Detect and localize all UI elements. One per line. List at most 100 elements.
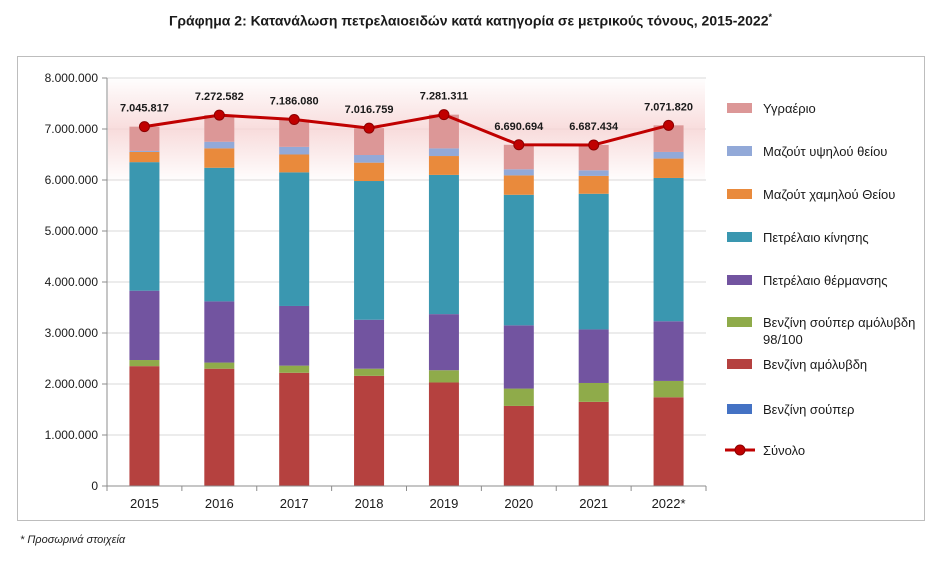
bar-segment — [129, 151, 160, 163]
bar-segment — [428, 174, 459, 315]
total-point — [588, 139, 600, 151]
legend-label: Πετρέλαιο κίνησης — [763, 230, 869, 245]
bar-segment — [578, 170, 609, 176]
total-data-label: 7.186.080 — [270, 96, 319, 108]
bar-segment — [279, 154, 310, 173]
bar-segment — [503, 175, 534, 195]
total-point — [138, 121, 150, 133]
legend-swatch — [727, 103, 752, 113]
bar-segment — [578, 175, 609, 194]
x-tick-label: 2021 — [579, 496, 608, 511]
total-point — [438, 109, 450, 121]
bar-segment — [578, 329, 609, 383]
bar-segment — [428, 382, 459, 486]
legend-label: Βενζίνη σούπερ αμόλυβδη — [763, 315, 915, 330]
chart-title-mark: * — [768, 12, 773, 22]
bar-segment — [428, 370, 459, 383]
x-tick-label: 2022* — [652, 496, 686, 511]
x-tick-label: 2019 — [429, 496, 458, 511]
total-data-label: 6.690.694 — [494, 121, 544, 133]
total-point — [663, 119, 675, 131]
y-tick-label: 7.000.000 — [45, 122, 99, 136]
bar-segment — [204, 167, 235, 302]
bar-segment — [653, 151, 684, 159]
bar-segment — [428, 314, 459, 371]
y-tick-label: 1.000.000 — [45, 428, 99, 442]
legend-label: Βενζίνη σούπερ — [763, 402, 854, 417]
total-data-label: 7.272.582 — [195, 91, 244, 103]
y-tick-label: 6.000.000 — [45, 173, 99, 187]
bar-segment — [129, 290, 160, 361]
y-tick-label: 8.000.000 — [45, 71, 99, 85]
legend: Υγραέριο Μαζούτ υψηλού θείου Μαζούτ χαμηλο… — [725, 101, 915, 458]
legend-label: Μαζούτ χαμηλού Θείου — [763, 187, 895, 202]
legend-swatch — [727, 359, 752, 369]
bar-segment — [204, 301, 235, 363]
bar-segment — [653, 177, 684, 322]
bar-segment — [354, 319, 385, 369]
total-data-label: 7.071.820 — [644, 101, 693, 113]
x-tick-label: 2015 — [130, 496, 159, 511]
bar-segment — [129, 360, 160, 367]
y-tick-label: 2.000.000 — [45, 377, 99, 391]
legend-swatch — [727, 232, 752, 242]
bar-segment — [204, 148, 235, 168]
bar-segment — [428, 156, 459, 175]
bar-segment — [129, 162, 160, 291]
bar-segment — [503, 169, 534, 176]
legend-swatch — [727, 146, 752, 156]
bar-segment — [204, 141, 235, 149]
legend-swatch — [727, 275, 752, 285]
bar-segment — [354, 368, 385, 376]
legend-label: Σύνολο — [763, 443, 805, 458]
total-data-label: 7.045.817 — [120, 103, 169, 115]
chart-title: Γράφημα 2: Κατανάλωση πετρελαιοειδών κατ… — [0, 12, 941, 29]
bar-segment — [204, 368, 235, 486]
bar-segment — [653, 397, 684, 486]
y-tick-label: 5.000.000 — [45, 224, 99, 238]
total-data-label: 6.687.434 — [569, 121, 619, 133]
bar-segment — [354, 375, 385, 486]
bar-segment — [279, 372, 310, 486]
chart-title-text: Γράφημα 2: Κατανάλωση πετρελαιοειδών κατ… — [168, 12, 769, 29]
y-tick-label: 3.000.000 — [45, 326, 99, 340]
x-tick-label: 2020 — [504, 496, 533, 511]
bar-segment — [653, 380, 684, 398]
total-point — [513, 139, 525, 151]
bar-segment — [279, 365, 310, 373]
bar-segment — [578, 193, 609, 330]
bar-segment — [354, 181, 385, 320]
footnote: * Προσωρινά στοιχεία — [20, 534, 126, 546]
bar-segment — [354, 162, 385, 182]
x-tick-label: 2016 — [205, 496, 234, 511]
x-tick-label: 2017 — [280, 496, 309, 511]
bar-segment — [279, 305, 310, 366]
total-point — [363, 122, 375, 134]
bar-segment — [503, 194, 534, 326]
legend-swatch — [727, 404, 752, 414]
legend-label: Πετρέλαιο θέρμανσης — [763, 273, 888, 288]
total-line — [144, 113, 669, 147]
bar-segment — [578, 382, 609, 402]
y-tick-label: 0 — [91, 479, 98, 493]
total-point — [213, 109, 225, 121]
bar-segment — [503, 405, 534, 486]
bar-segment — [279, 172, 310, 306]
bar-segment — [279, 146, 310, 155]
legend-swatch — [727, 317, 752, 327]
y-tick-label: 4.000.000 — [45, 275, 99, 289]
total-data-label: 7.016.759 — [345, 104, 394, 116]
legend-label: Μαζούτ υψηλού θείου — [763, 144, 887, 159]
bar-segment — [503, 325, 534, 389]
x-tick-label: 2018 — [355, 496, 384, 511]
chart-svg: 0 1.000.000 2.000.000 3.000.000 4.000.000 5.0… — [45, 71, 916, 511]
plot-area: 0 1.000.000 2.000.000 3.000.000 4.000.000 5.0… — [45, 71, 707, 511]
legend-label-line2: 98/100 — [763, 332, 803, 347]
chart-frame: 0 1.000.000 2.000.000 3.000.000 4.000.000 5.0… — [17, 56, 925, 521]
bar-segment — [578, 401, 609, 486]
bar-segment — [503, 388, 534, 406]
legend-swatch — [727, 189, 752, 199]
bar-segment — [129, 150, 160, 152]
total-point — [288, 114, 300, 126]
bar-segment — [354, 155, 385, 163]
